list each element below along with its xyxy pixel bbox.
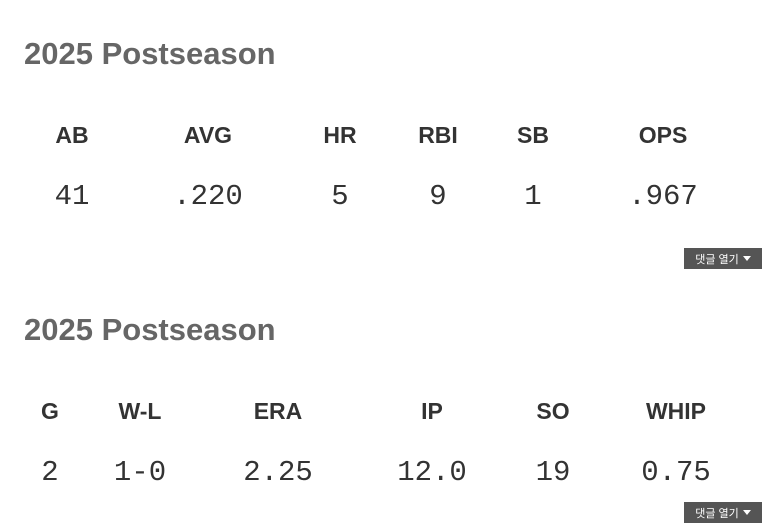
stat-header: RBI [418, 122, 458, 148]
stat-value: .220 [173, 180, 243, 213]
section-title: 2025 Postseason [24, 312, 276, 347]
stat-header: W-L [118, 398, 162, 424]
stat-value: 12.0 [397, 456, 467, 489]
stat-header: SB [517, 122, 549, 148]
caret-down-icon [742, 256, 751, 261]
caret-down-icon [742, 510, 751, 515]
stat-header: ERA [253, 398, 303, 424]
stat-value: 41 [54, 180, 90, 213]
stat-header: G [41, 398, 59, 424]
stat-value: 9 [429, 180, 447, 213]
stat-value: 0.75 [641, 456, 711, 489]
stat-value: .967 [628, 180, 698, 213]
stat-header: OPS [638, 122, 688, 148]
stat-value: 2 [41, 456, 59, 489]
stat-value: 5 [331, 180, 349, 213]
open-comments-button[interactable]: 댓글 열기 [684, 248, 762, 269]
stat-header: WHIP [645, 398, 707, 424]
open-comments-button[interactable]: 댓글 열기 [684, 502, 762, 523]
button-label: 댓글 열기 [695, 253, 739, 266]
pitching-stats-card: 2025 Postseason G 2 W-L 1-0 ERA 2.25 IP 12.0 SO 1… [0, 278, 779, 530]
stat-value: 19 [535, 456, 571, 489]
stat-header: AB [55, 122, 89, 148]
batting-stats-card: 2025 Postseason AB 41 AVG .220 HR 5 RBI 9 SB 1 OPS… [24, 36, 762, 269]
stat-value: 2.25 [243, 456, 313, 489]
button-label: 댓글 열기 [695, 507, 739, 520]
stat-value: 1-0 [113, 456, 167, 489]
stat-header: SO [536, 398, 570, 424]
stat-header: AVG [183, 122, 233, 148]
section-title: 2025 Postseason [24, 36, 276, 71]
stat-header: HR [323, 122, 357, 148]
stat-value: 1 [524, 180, 542, 213]
stat-header: IP [421, 398, 443, 424]
